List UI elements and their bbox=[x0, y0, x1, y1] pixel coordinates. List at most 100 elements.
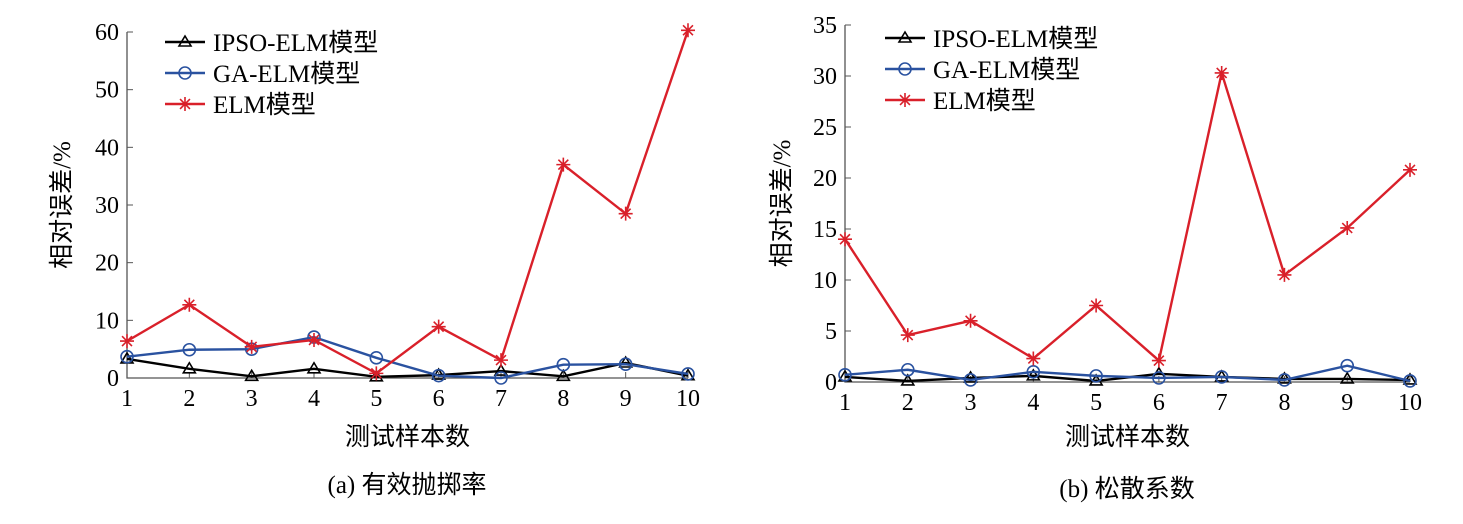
triangle-marker bbox=[1025, 368, 1041, 381]
triangle-marker bbox=[306, 361, 322, 374]
star-marker bbox=[556, 157, 571, 172]
series-star bbox=[838, 65, 1417, 368]
x-tick-label: 4 bbox=[308, 386, 320, 412]
circle-marker bbox=[369, 351, 384, 365]
x-tick-label: 10 bbox=[676, 386, 700, 412]
y-tick-label: 5 bbox=[825, 319, 837, 345]
triangle-marker bbox=[897, 30, 913, 43]
y-tick-label: 35 bbox=[813, 13, 837, 39]
star-marker bbox=[120, 334, 134, 349]
legend-label: GA-ELM模型 bbox=[213, 60, 360, 88]
chart-a: 0 10 20 30 40 50 60 1 2 3 4 5 6 7 8 9 10 测试样本数 相对误差/% (a) 有… bbox=[48, 20, 700, 499]
x-tick-label: 9 bbox=[620, 386, 632, 412]
triangle-marker bbox=[181, 361, 197, 374]
star-marker bbox=[182, 297, 197, 312]
star-marker bbox=[307, 332, 321, 347]
circle-marker bbox=[494, 371, 508, 385]
triangle-marker bbox=[618, 355, 634, 368]
x-tick-label: 5 bbox=[1090, 390, 1102, 416]
x-tick-label: 7 bbox=[495, 386, 507, 412]
triangle-marker bbox=[963, 370, 978, 383]
star-marker bbox=[618, 206, 633, 221]
y-tick-label: 0 bbox=[107, 366, 119, 392]
star-marker bbox=[1151, 353, 1166, 368]
star-marker bbox=[178, 97, 192, 111]
star-marker bbox=[900, 328, 915, 343]
x-tick-label: 5 bbox=[370, 386, 382, 412]
star-marker bbox=[1214, 65, 1229, 80]
y-tick-label: 40 bbox=[95, 135, 119, 161]
star-marker bbox=[1026, 351, 1041, 366]
y-tick-label: 30 bbox=[813, 64, 837, 90]
chart-b: 0 5 10 15 20 25 30 35 1 2 3 4 5 6 7 8 9 10 测试样本数 相对误差/% (b) … bbox=[768, 13, 1422, 503]
y-tick-label: 25 bbox=[813, 115, 837, 141]
circle-marker bbox=[838, 368, 852, 382]
circle-marker bbox=[178, 66, 192, 80]
series-line bbox=[843, 68, 1411, 363]
series-circle bbox=[120, 330, 695, 385]
triangle-marker bbox=[493, 363, 509, 376]
x-axis-label: 测试样本数 bbox=[345, 423, 470, 451]
triangle-marker bbox=[555, 368, 571, 382]
star-marker bbox=[1277, 267, 1292, 282]
star-marker bbox=[369, 366, 384, 381]
x-tick-label: 6 bbox=[1153, 390, 1165, 416]
chart-caption: (a) 有效抛掷率 bbox=[328, 471, 487, 499]
triangle-marker bbox=[900, 373, 916, 386]
chart-caption: (b) 松散系数 bbox=[1059, 475, 1194, 503]
y-tick-label: 0 bbox=[825, 370, 837, 396]
star-marker bbox=[431, 319, 446, 334]
star-marker bbox=[838, 232, 852, 247]
circle-marker bbox=[1214, 370, 1229, 384]
series-line bbox=[844, 364, 1411, 383]
x-tick-label: 1 bbox=[121, 386, 133, 412]
x-tick-label: 9 bbox=[1341, 390, 1353, 416]
star-marker bbox=[1403, 162, 1417, 177]
triangle-marker bbox=[1402, 372, 1418, 385]
legend-label: IPSO-ELM模型 bbox=[213, 29, 378, 57]
circle-marker bbox=[618, 357, 633, 371]
legend-label: IPSO-ELM模型 bbox=[933, 25, 1098, 53]
circle-marker bbox=[681, 367, 695, 381]
circle-marker bbox=[963, 373, 978, 387]
y-tick-label: 20 bbox=[813, 166, 837, 192]
x-tick-label: 8 bbox=[557, 386, 569, 412]
y-axis-label: 相对误差/% bbox=[48, 141, 76, 269]
x-axis-label: 测试样本数 bbox=[1065, 423, 1190, 451]
circle-marker bbox=[1277, 373, 1292, 387]
star-marker bbox=[1089, 298, 1104, 313]
axes bbox=[126, 32, 688, 379]
legend-label: GA-ELM模型 bbox=[933, 56, 1080, 84]
circle-marker bbox=[898, 62, 912, 76]
x-tick-label: 2 bbox=[183, 386, 195, 412]
circle-marker bbox=[1340, 358, 1355, 373]
star-marker bbox=[1340, 220, 1355, 235]
x-tick-label: 7 bbox=[1216, 390, 1228, 416]
circle-marker bbox=[431, 368, 446, 383]
triangle-marker bbox=[1277, 371, 1292, 384]
star-marker bbox=[494, 353, 508, 368]
x-tick-label: 2 bbox=[902, 390, 914, 416]
series-star bbox=[120, 23, 695, 381]
circle-marker bbox=[1403, 374, 1417, 388]
x-tick-label: 4 bbox=[1027, 390, 1039, 416]
circle-marker bbox=[120, 349, 134, 364]
series-line bbox=[126, 335, 689, 380]
y-tick-label: 60 bbox=[95, 20, 119, 46]
axes bbox=[844, 25, 1410, 383]
series-line bbox=[126, 357, 689, 379]
y-tick-label: 10 bbox=[95, 308, 119, 334]
x-tick-label: 8 bbox=[1278, 390, 1290, 416]
circle-marker bbox=[1152, 371, 1166, 385]
triangle-marker bbox=[1339, 371, 1355, 384]
circle-marker bbox=[556, 357, 571, 372]
triangle-marker bbox=[244, 368, 260, 382]
triangle-marker bbox=[177, 34, 193, 47]
circle-marker bbox=[182, 342, 197, 357]
star-marker bbox=[898, 93, 912, 107]
y-tick-label: 20 bbox=[95, 251, 119, 277]
x-tick-label: 6 bbox=[433, 386, 445, 412]
y-tick-label: 50 bbox=[95, 78, 119, 104]
star-marker bbox=[244, 339, 259, 354]
